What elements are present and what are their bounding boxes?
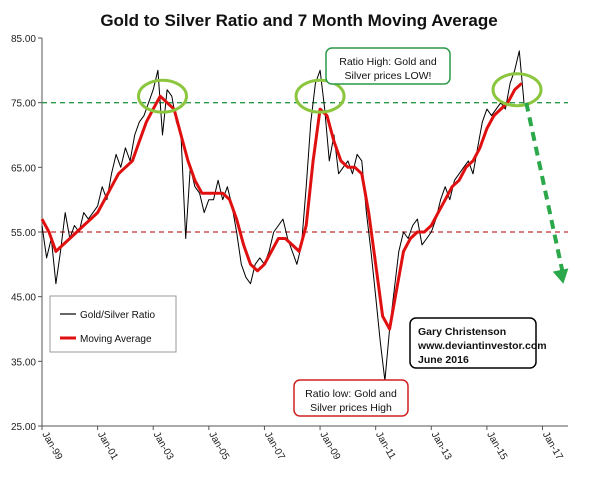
annotation-ratio-high-text: Ratio High: Gold and: [339, 56, 437, 68]
y-tick-label: 55.00: [11, 228, 36, 239]
y-tick-label: 45.00: [11, 293, 36, 304]
annotation-ratio-low-frame: [293, 379, 409, 417]
annotation-ratio-low-text: Silver prices High: [310, 402, 392, 414]
x-tick-label: Jan-05: [206, 430, 231, 462]
trend-arrow-line: [524, 102, 566, 277]
legend: Gold/Silver Ratio Moving Average: [49, 295, 177, 353]
annotation-ratio-low-text: Ratio low: Gold and: [305, 388, 397, 400]
annotation-credit-text: Gary Christenson: [418, 326, 506, 338]
x-tick-label: Jan-11: [373, 430, 398, 462]
x-tick-label: Jan-17: [540, 430, 565, 462]
annotation-credit-text: June 2016: [418, 354, 469, 366]
y-tick-label: 75.00: [11, 99, 36, 110]
y-tick-label: 25.00: [11, 422, 36, 433]
series-line-gold-silver-ratio: [41, 50, 525, 382]
series-line-moving-average: [40, 82, 523, 331]
highlight-circle: [491, 72, 543, 108]
highlight-circle: [136, 78, 188, 114]
x-tick-label: Jan-07: [262, 430, 287, 462]
x-tick-label: Jan-09: [317, 430, 342, 462]
x-tick-label: Jan-13: [429, 430, 454, 462]
chart-title: Gold to Silver Ratio and 7 Month Moving …: [100, 11, 497, 30]
x-tick-label: Jan-99: [39, 430, 64, 462]
legend-label: Moving Average: [80, 334, 152, 345]
highlight-circle: [294, 78, 346, 114]
x-tick-label: Jan-01: [95, 430, 120, 462]
annotation-ratio-high-frame: [325, 47, 451, 85]
annotation-credit-frame: [409, 317, 537, 369]
legend-label: Gold/Silver Ratio: [80, 310, 155, 321]
annotation-ratio-high-text: Silver prices LOW!: [345, 70, 432, 82]
annotation-ratio-high: Ratio High: Gold and Silver prices LOW!: [325, 47, 451, 85]
annotation-credit-text: www.deviantinvestor.com: [417, 340, 547, 352]
y-tick-label: 35.00: [11, 357, 36, 368]
trend-arrow-head: [552, 268, 569, 284]
legend-frame: [49, 295, 177, 353]
annotation-ratio-low: Ratio low: Gold and Silver prices High: [293, 379, 409, 417]
x-tick-label: Jan-03: [151, 430, 176, 462]
x-tick-label: Jan-15: [484, 430, 509, 462]
y-tick-label: 85.00: [11, 34, 36, 45]
annotation-credit: Gary Christenson www.deviantinvestor.com J…: [409, 317, 547, 369]
y-tick-label: 65.00: [11, 163, 36, 174]
